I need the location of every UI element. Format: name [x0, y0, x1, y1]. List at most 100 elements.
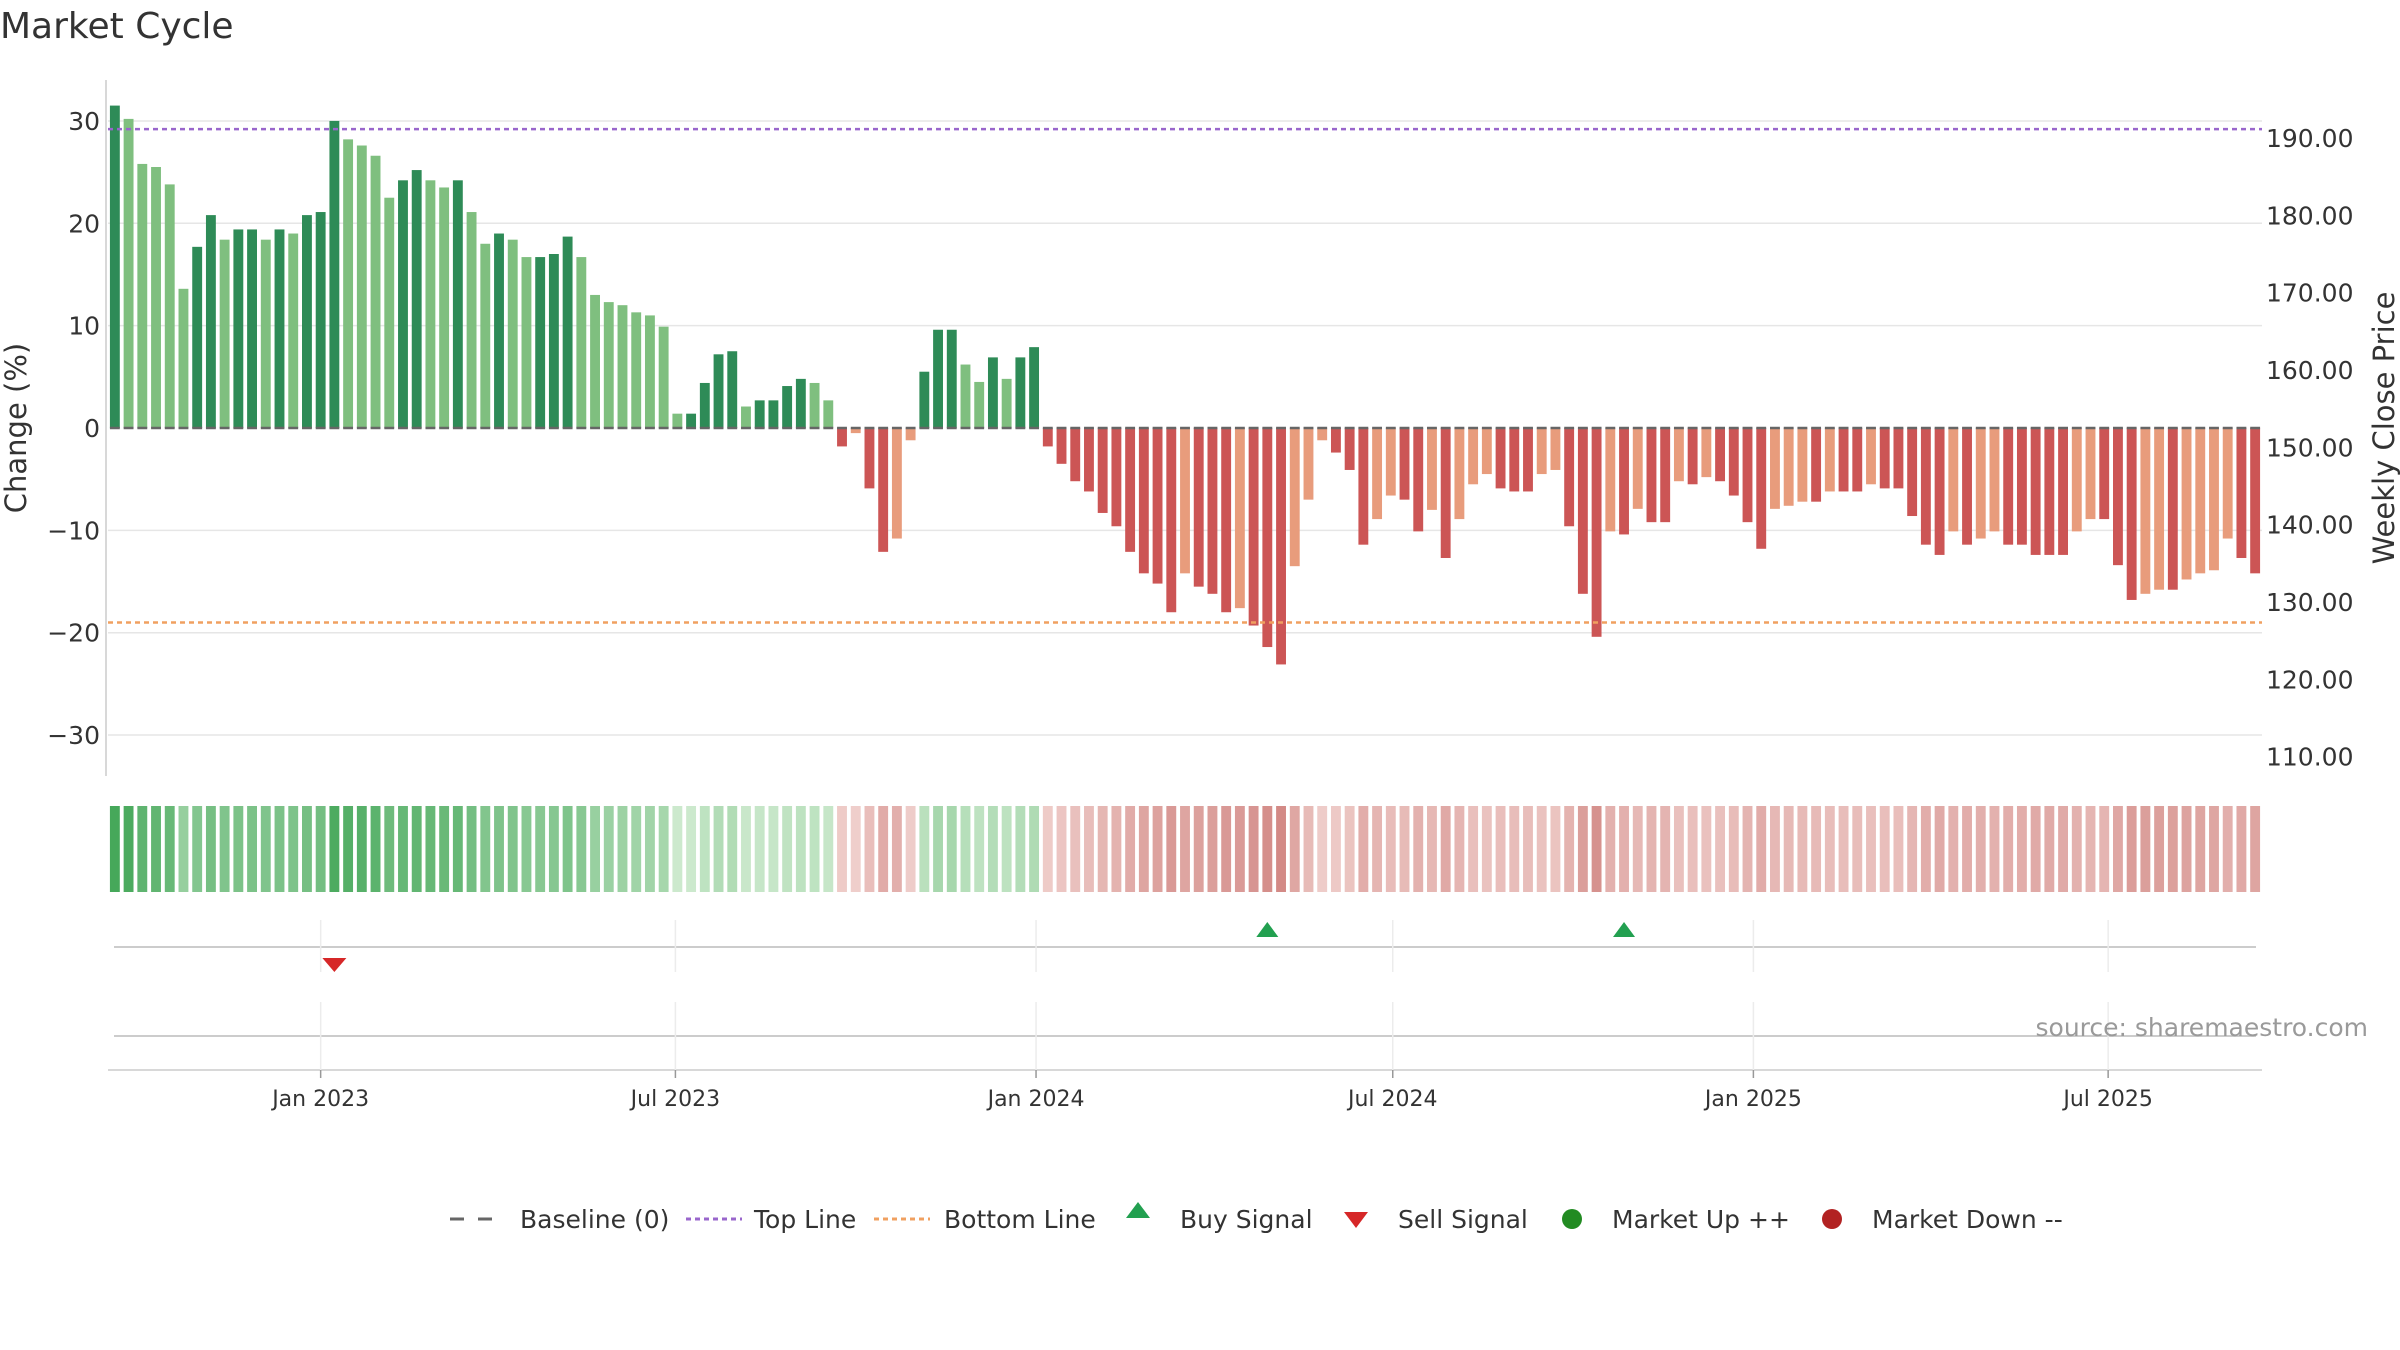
- trend-segment: [2030, 806, 2041, 892]
- bar: [1180, 428, 1190, 574]
- trend-segment: [2044, 806, 2055, 892]
- y-tick-label: 30: [68, 107, 100, 136]
- bar: [302, 215, 312, 428]
- trend-segment: [2154, 806, 2165, 892]
- trend-segment: [1097, 806, 1108, 892]
- bar: [1330, 428, 1341, 453]
- bar: [2003, 428, 2014, 545]
- trend-segment: [1920, 806, 1931, 892]
- bar: [974, 381, 985, 428]
- bar: [1454, 428, 1465, 520]
- trend-segment: [123, 806, 134, 892]
- trend-segment: [151, 806, 161, 892]
- bars-group: [109, 105, 2261, 665]
- trend-segment: [1001, 806, 1012, 892]
- trend-segment: [1111, 806, 1122, 892]
- trend-segment: [398, 806, 408, 892]
- y-tick-label: 0: [84, 414, 100, 443]
- bar: [1234, 428, 1245, 609]
- bar: [2099, 428, 2110, 520]
- x-tick-label: Jan 2025: [1703, 1087, 1802, 1112]
- bar: [1166, 428, 1177, 613]
- trend-segment: [2099, 806, 2110, 892]
- trend-segment: [1125, 806, 1136, 892]
- bar: [494, 233, 504, 428]
- trend-segment: [891, 806, 902, 892]
- bar: [713, 354, 724, 428]
- trend-segment: [1632, 806, 1643, 892]
- trend-segment: [1660, 806, 1671, 892]
- trend-segment: [1399, 806, 1410, 892]
- bar: [2209, 428, 2219, 571]
- bar: [247, 229, 257, 428]
- bar: [2181, 428, 2192, 580]
- trend-segment: [1893, 806, 1904, 892]
- bar: [1893, 428, 1904, 489]
- trend-segment: [1042, 806, 1053, 892]
- bar: [1152, 428, 1163, 584]
- trend-segment: [1427, 806, 1437, 892]
- bar: [2016, 428, 2027, 545]
- trend-segment: [878, 806, 889, 892]
- bar: [1207, 428, 1218, 594]
- trend-segment: [1577, 806, 1588, 892]
- trend-segment: [919, 806, 930, 892]
- trend-segment: [576, 806, 587, 892]
- trend-segment: [1262, 806, 1273, 892]
- trend-segment: [1193, 806, 1204, 892]
- bar: [1509, 428, 1520, 492]
- bar: [2044, 428, 2055, 555]
- bar: [1632, 428, 1643, 509]
- trend-segment: [2016, 806, 2027, 892]
- bar: [1084, 428, 1094, 492]
- trend-segment: [1907, 806, 1918, 892]
- bar: [1056, 428, 1067, 464]
- bar: [1385, 428, 1396, 496]
- bar: [576, 257, 587, 428]
- bar: [480, 243, 491, 428]
- bar: [1660, 428, 1671, 523]
- bar: [398, 180, 408, 428]
- trend-segment: [1591, 806, 1602, 892]
- legend-label: Market Up ++: [1612, 1205, 1790, 1234]
- y2-tick-label: 120.00: [2266, 665, 2353, 694]
- trend-segment: [548, 806, 559, 892]
- bar: [535, 257, 546, 428]
- bar: [617, 305, 628, 428]
- trend-segment: [2126, 806, 2137, 892]
- bar: [1372, 428, 1383, 520]
- bar: [1358, 428, 1369, 545]
- bar: [384, 197, 395, 428]
- trend-segment: [713, 806, 724, 892]
- bar: [356, 145, 367, 428]
- y2-tick-label: 140.00: [2266, 511, 2353, 540]
- bar: [960, 364, 971, 428]
- trend-segment: [315, 806, 326, 892]
- trend-segment: [1495, 806, 1506, 892]
- trend-segment: [1989, 806, 2000, 892]
- trend-segment: [2085, 806, 2096, 892]
- trend-segment: [302, 806, 312, 892]
- trend-segment: [590, 806, 600, 892]
- trend-segment: [795, 806, 806, 892]
- trend-segment: [1934, 806, 1945, 892]
- trend-segment: [1468, 806, 1479, 892]
- bar: [2195, 428, 2206, 574]
- trend-segment: [1234, 806, 1245, 892]
- trend-segment: [1962, 806, 1972, 892]
- trend-segment: [1413, 806, 1424, 892]
- bar: [562, 236, 573, 428]
- bar: [123, 118, 134, 428]
- bar: [178, 288, 189, 428]
- bar: [1523, 428, 1533, 492]
- trend-segment: [1344, 806, 1355, 892]
- bar: [2113, 428, 2123, 566]
- y-tick-label: −20: [47, 619, 100, 648]
- trend-segment: [960, 806, 971, 892]
- trend-segment: [2222, 806, 2233, 892]
- trend-segment: [1673, 806, 1684, 892]
- trend-segment: [823, 806, 834, 892]
- bar: [727, 351, 738, 428]
- bar: [260, 239, 271, 428]
- trend-segment: [233, 806, 244, 892]
